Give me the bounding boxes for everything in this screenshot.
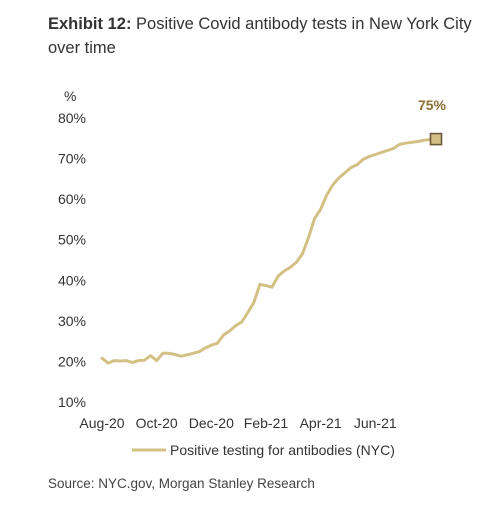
end-value-label: 75% — [418, 97, 447, 113]
y-tick-label: 80% — [58, 110, 86, 126]
legend: Positive testing for antibodies (NYC) — [132, 442, 395, 458]
y-tick-label: 20% — [58, 353, 86, 369]
y-tick-label: 70% — [58, 151, 86, 167]
y-tick-label: 40% — [58, 272, 86, 288]
x-tick-label: Feb-21 — [244, 415, 289, 431]
exhibit-label: Exhibit 12: — [48, 15, 132, 33]
x-tick-label: Apr-21 — [300, 415, 342, 431]
series-line — [100, 137, 438, 365]
chart-title-text: Positive Covid antibody tests in New Yor… — [48, 15, 472, 57]
y-axis-unit-label: % — [64, 88, 76, 104]
y-tick-label: 50% — [58, 232, 86, 248]
x-tick-label: Jun-21 — [354, 415, 397, 431]
chart-title: Exhibit 12: Positive Covid antibody test… — [48, 12, 488, 60]
plot-area: 75% — [100, 97, 447, 365]
y-tick-label: 60% — [58, 191, 86, 207]
x-tick-label: Dec-20 — [189, 415, 234, 431]
y-tick-label: 10% — [58, 394, 86, 410]
source-note: Source: NYC.gov, Morgan Stanley Research — [48, 476, 315, 491]
end-point-marker — [429, 132, 443, 146]
legend-label: Positive testing for antibodies (NYC) — [170, 442, 395, 458]
y-axis: % 10% 20% 30% 40% 50% 60% 70% 80% — [58, 88, 86, 410]
x-tick-label: Oct-20 — [136, 415, 178, 431]
x-tick-label: Aug-20 — [79, 415, 124, 431]
y-tick-label: 30% — [58, 313, 86, 329]
x-axis: Aug-20 Oct-20 Dec-20 Feb-21 Apr-21 Jun-21 — [79, 415, 396, 431]
